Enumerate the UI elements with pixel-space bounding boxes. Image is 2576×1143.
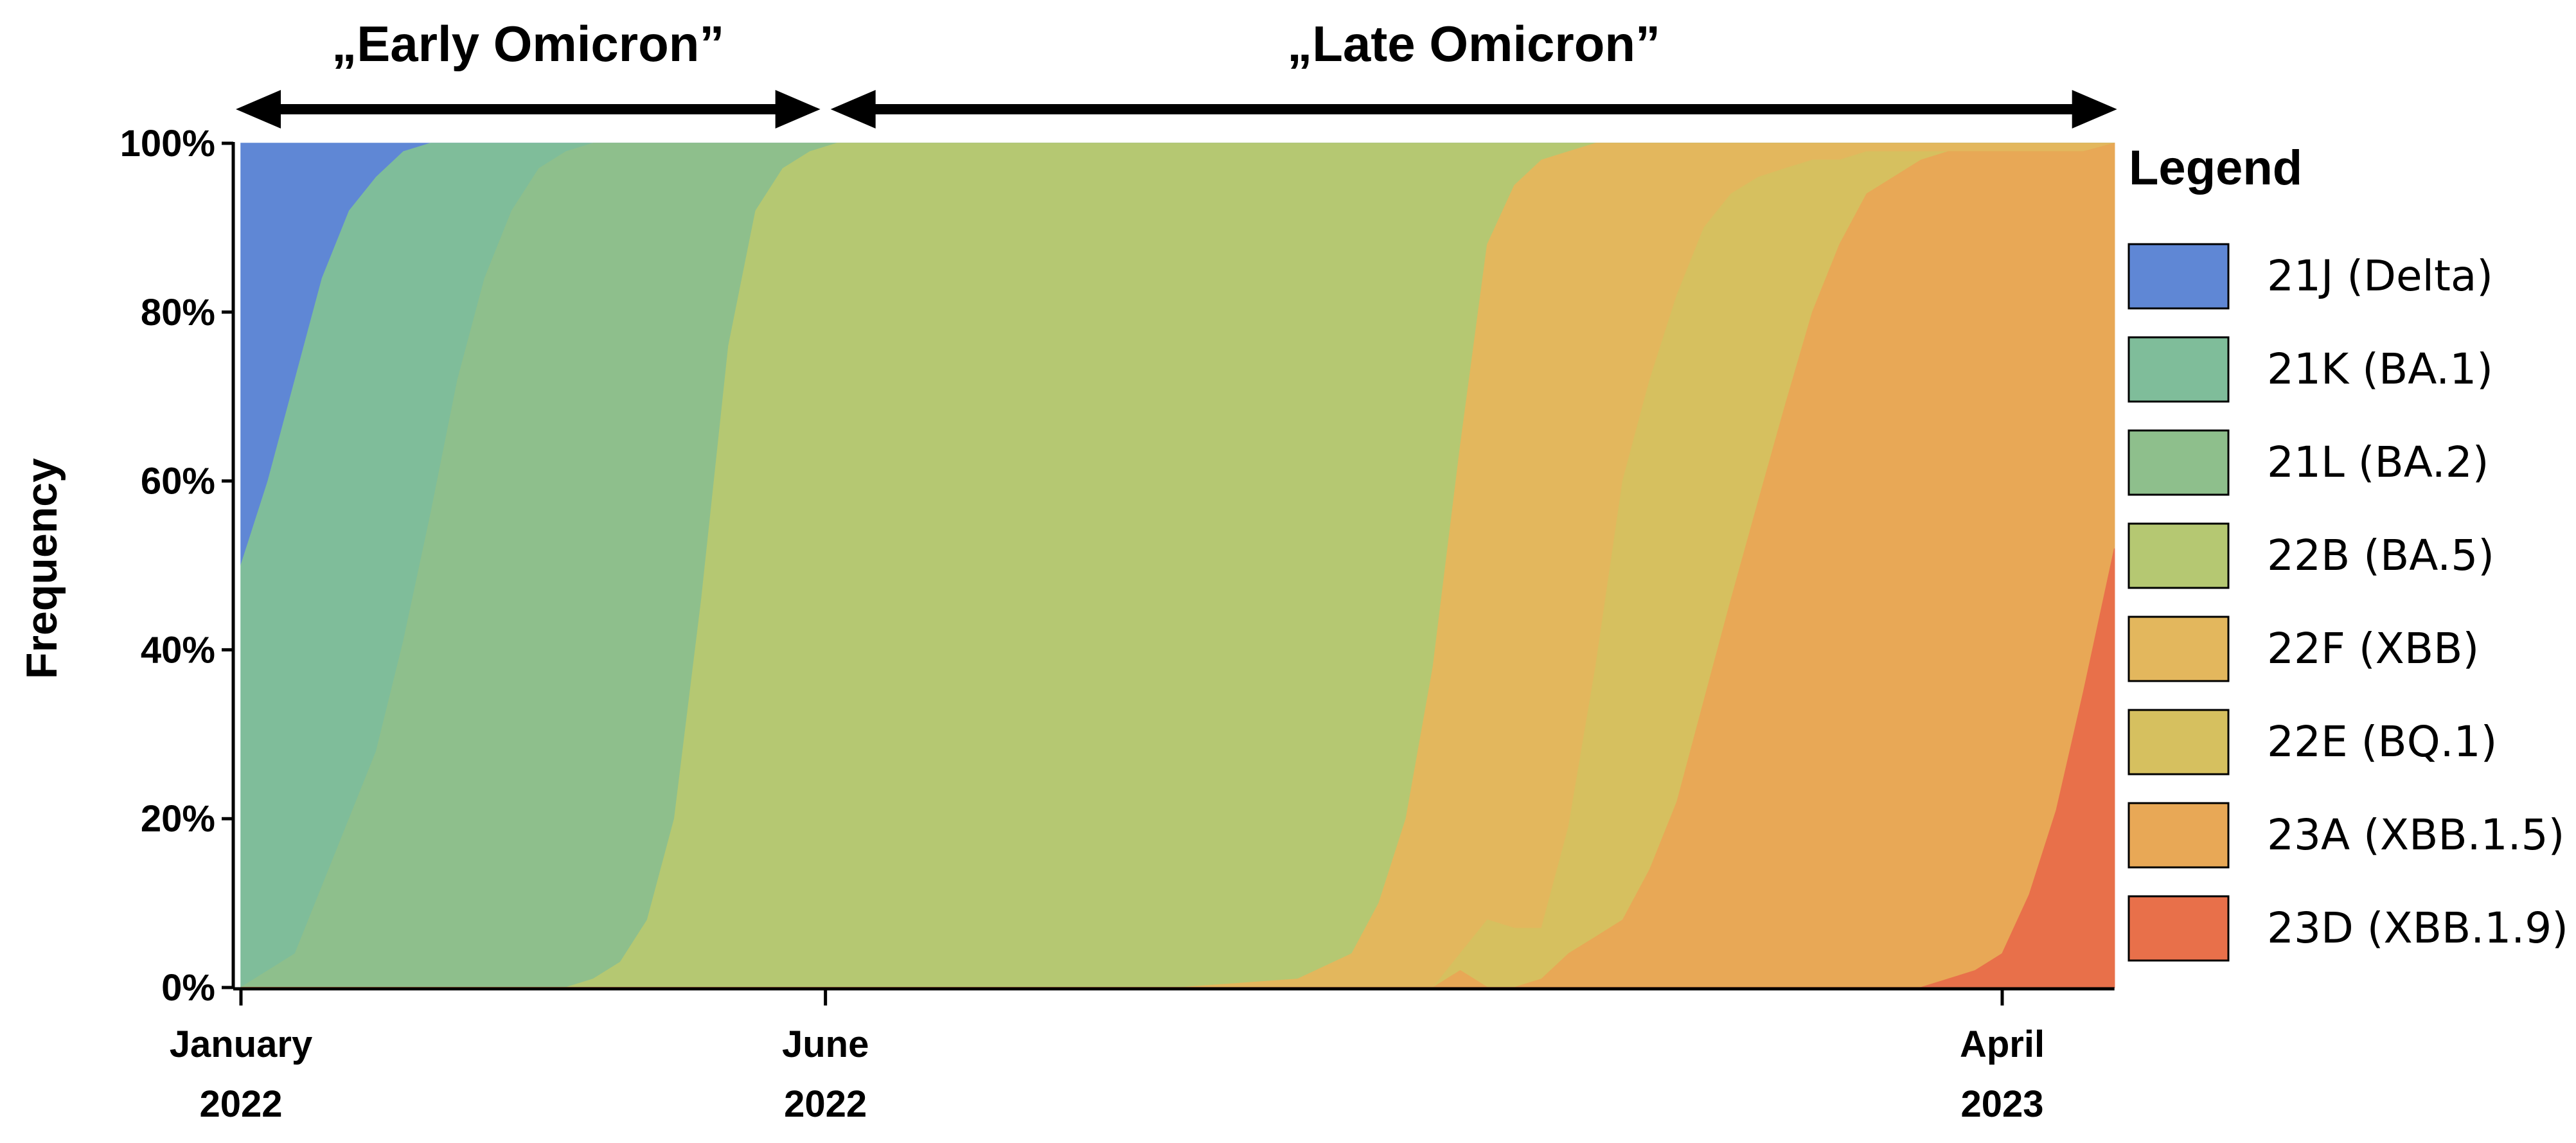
legend-swatch xyxy=(2127,429,2230,496)
legend-swatch xyxy=(2127,895,2230,962)
legend-item-21j-delta: 21J (Delta) xyxy=(2127,243,2493,310)
legend-swatch xyxy=(2127,616,2230,682)
area-layers xyxy=(239,143,2115,989)
legend: Legend 21J (Delta) 21K (BA.1) 21L (BA.2) 22B… xyxy=(2127,141,2568,962)
legend-label: 23A (XBB.1.5) xyxy=(2267,810,2564,860)
y-axis-label: Frequency xyxy=(17,458,66,679)
legend-swatch xyxy=(2127,336,2230,403)
legend-item-21k-ba-1: 21K (BA.1) xyxy=(2127,336,2493,403)
legend-label: 21L (BA.2) xyxy=(2267,438,2489,487)
legend-label: 22E (BQ.1) xyxy=(2267,717,2497,766)
y-tick-label: 40% xyxy=(141,629,215,671)
period-late-omicron: „Late Omicron” xyxy=(830,15,2117,128)
legend-item-22e-bq-1: 22E (BQ.1) xyxy=(2127,709,2497,775)
x-tick-label: 2022 xyxy=(784,1083,867,1125)
period-annotations: „Early Omicron” „Late Omicron” xyxy=(236,15,2117,128)
period-arrow-head xyxy=(775,90,821,128)
y-tick-label: 80% xyxy=(141,292,215,333)
legend-label: 23D (XBB.1.9) xyxy=(2267,903,2568,953)
x-tick-label: 2023 xyxy=(1960,1083,2043,1125)
legend-item-23d-xbb-1-9: 23D (XBB.1.9) xyxy=(2127,895,2568,962)
y-tick-label: 0% xyxy=(161,967,215,1009)
legend-item-23a-xbb-1-5: 23A (XBB.1.5) xyxy=(2127,802,2564,869)
legend-swatch xyxy=(2127,522,2230,589)
x-tick-label: June xyxy=(782,1023,869,1065)
legend-swatch xyxy=(2127,802,2230,869)
y-tick-label: 60% xyxy=(141,461,215,502)
legend-label: 21J (Delta) xyxy=(2267,251,2493,301)
y-tick-label: 20% xyxy=(141,798,215,840)
period-early-omicron: „Early Omicron” xyxy=(236,15,821,128)
legend-title: Legend xyxy=(2129,141,2302,195)
legend-label: 21K (BA.1) xyxy=(2267,344,2493,394)
legend-item-22b-ba-5: 22B (BA.5) xyxy=(2127,522,2494,589)
axes: 0% 20% 40% 60% 80% 100% January 2022 June 2022 Apr… xyxy=(120,123,2115,1125)
x-tick-label: 2022 xyxy=(199,1083,282,1125)
period-label: „Late Omicron” xyxy=(1287,15,1660,72)
y-tick-label: 100% xyxy=(120,123,215,164)
x-tick-label: January xyxy=(170,1023,312,1065)
period-arrow-head xyxy=(2072,90,2117,128)
legend-label: 22B (BA.5) xyxy=(2267,531,2494,580)
legend-swatch xyxy=(2127,709,2230,775)
period-arrow-head xyxy=(236,90,281,128)
legend-item-22f-xbb: 22F (XBB) xyxy=(2127,616,2479,682)
legend-label: 22F (XBB) xyxy=(2267,624,2479,673)
legend-item-21l-ba-2: 21L (BA.2) xyxy=(2127,429,2489,496)
x-tick-label: April xyxy=(1960,1023,2045,1065)
period-arrow-head xyxy=(830,90,876,128)
period-label: „Early Omicron” xyxy=(332,15,724,72)
legend-swatch xyxy=(2127,243,2230,310)
